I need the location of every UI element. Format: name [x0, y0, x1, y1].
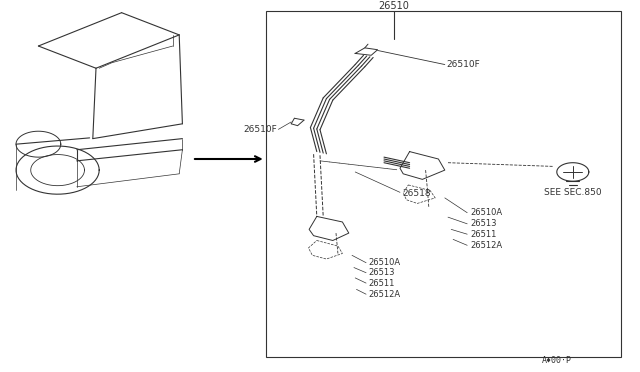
Text: 26510A: 26510A — [470, 208, 502, 217]
Text: 26510F: 26510F — [243, 125, 277, 134]
Text: SEE SEC.850: SEE SEC.850 — [544, 188, 602, 197]
Text: 26510A: 26510A — [368, 258, 400, 267]
Text: 26512A: 26512A — [470, 241, 502, 250]
Bar — [266, 11, 621, 357]
Text: 26510: 26510 — [378, 1, 409, 11]
Text: 26518: 26518 — [402, 189, 431, 198]
Text: 26513: 26513 — [368, 268, 394, 277]
Text: A♦00·P: A♦00·P — [542, 356, 572, 365]
Text: 26513: 26513 — [470, 219, 497, 228]
Text: 26510F: 26510F — [446, 60, 480, 69]
Text: 26511: 26511 — [368, 279, 394, 288]
Text: 26511: 26511 — [470, 230, 497, 239]
Text: 26512A: 26512A — [368, 290, 400, 299]
